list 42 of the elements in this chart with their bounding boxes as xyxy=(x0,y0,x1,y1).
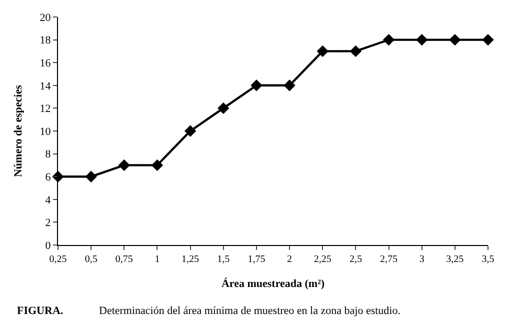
text: Determinación del área mínima de muestreo en la zona bajo estudio. xyxy=(99,305,401,317)
x-tick-label: 0,25 xyxy=(49,254,67,265)
x-tick-label: 2,25 xyxy=(314,254,332,265)
x-tick-label: 0,75 xyxy=(115,254,133,265)
x-tick-label: 3 xyxy=(419,254,424,265)
x-tick-label: 1 xyxy=(154,254,160,265)
y-tick-label: 6 xyxy=(45,171,52,184)
text: FIGURA. xyxy=(17,305,64,317)
y-tick-label: 16 xyxy=(40,57,52,70)
y-axis-title: Número de especies xyxy=(12,84,24,178)
point xyxy=(184,125,196,137)
point xyxy=(151,159,164,172)
y-tick-label: 12 xyxy=(40,103,51,116)
x-tick-label: 3,5 xyxy=(482,254,494,265)
y-tick-label: 0 xyxy=(45,240,52,252)
x-tick-label: 0,5 xyxy=(84,254,98,265)
y-tick-label: 10 xyxy=(40,126,52,138)
point xyxy=(250,80,262,92)
point xyxy=(284,80,296,92)
point xyxy=(218,102,230,114)
x-tick-label: 3,25 xyxy=(446,254,464,265)
x-tick-label: 2,5 xyxy=(349,254,362,265)
x-tick-label: 2,75 xyxy=(380,254,398,265)
y-tick-label: 8 xyxy=(45,148,52,161)
x-tick-label: 1,25 xyxy=(182,254,200,265)
x-tick-label: 1,75 xyxy=(248,254,266,265)
point xyxy=(118,159,130,172)
y-tick-label: 14 xyxy=(40,80,52,92)
point xyxy=(416,34,428,46)
point xyxy=(482,34,494,46)
point xyxy=(382,34,395,46)
y-tick-label: 18 xyxy=(40,34,52,47)
point xyxy=(316,45,328,58)
y-tick-label: 4 xyxy=(45,194,52,206)
x-tick-label: 1,5 xyxy=(217,254,230,265)
x-tick-label: 2 xyxy=(287,254,292,265)
x-axis-title: Área muestreada (m²) xyxy=(221,277,325,290)
point xyxy=(350,45,362,58)
y-tick-label: 20 xyxy=(40,12,52,24)
point xyxy=(85,170,97,182)
y-tick-label: 2 xyxy=(45,217,51,230)
point xyxy=(449,34,461,46)
